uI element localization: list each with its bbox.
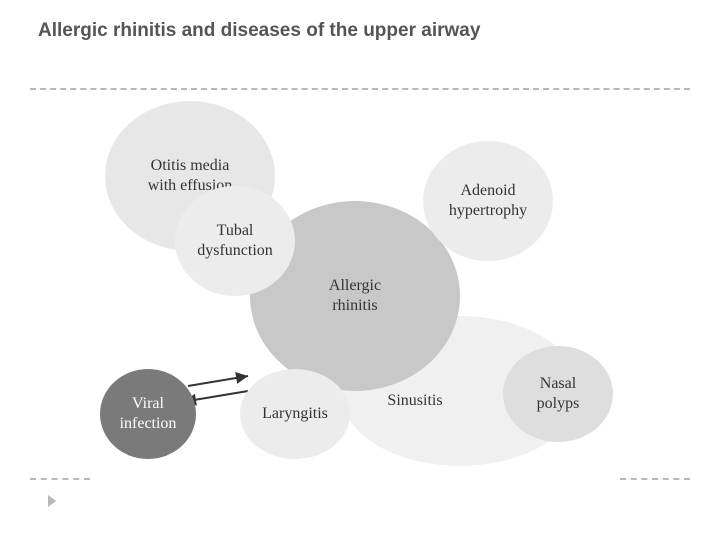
bubble-label-allergic: Allergicrhinitis xyxy=(329,276,381,316)
bubble-label-viral: Viralinfection xyxy=(120,394,177,434)
arrow-bidirectional xyxy=(70,96,71,97)
page-title: Allergic rhinitis and diseases of the up… xyxy=(38,20,480,42)
bubble-polyps: Nasalpolyps xyxy=(503,346,613,442)
bubble-label-laryng: Laryngitis xyxy=(262,404,328,424)
bubble-viral: Viralinfection xyxy=(100,369,196,459)
bubble-sinusitis: Sinusitis xyxy=(365,361,465,441)
bubble-tubal: Tubaldysfunction xyxy=(175,186,295,296)
bubble-label-adenoid: Adenoidhypertrophy xyxy=(449,181,527,221)
divider-bottom-right xyxy=(620,478,690,480)
bubble-label-sinusitis: Sinusitis xyxy=(387,391,442,411)
slide-marker-icon xyxy=(46,495,58,507)
arrow-bottom xyxy=(188,391,248,401)
divider-top xyxy=(30,88,690,90)
bubble-adenoid: Adenoidhypertrophy xyxy=(423,141,553,261)
divider-bottom-left xyxy=(30,478,90,480)
arrow-top xyxy=(188,376,248,386)
bubble-laryng: Laryngitis xyxy=(240,369,350,459)
bubble-label-tubal: Tubaldysfunction xyxy=(197,221,273,261)
bubble-label-polyps: Nasalpolyps xyxy=(537,374,580,414)
bubble-diagram: Otitis mediawith effusionAllergicrhiniti… xyxy=(70,96,630,476)
